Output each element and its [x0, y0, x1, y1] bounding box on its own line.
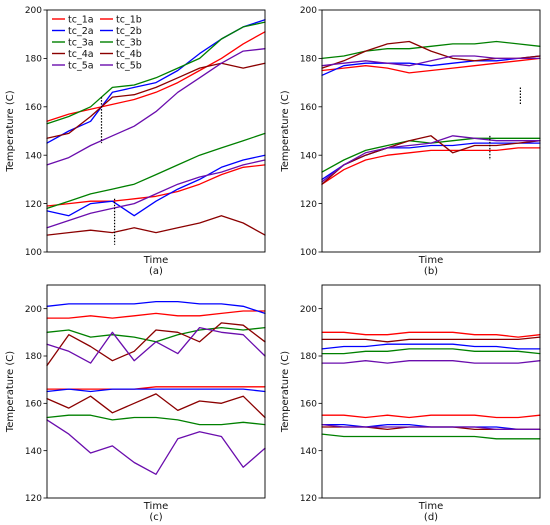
- x-axis-label: Time: [143, 255, 168, 266]
- x-axis-label: Time: [418, 501, 443, 512]
- y-tick-label: 120: [300, 494, 317, 504]
- series-line-tc_3b: [46, 414, 266, 426]
- panel-b: 100 120 140 160 180 200 Temperature (C) Time(b): [280, 6, 541, 277]
- plot-frame: [321, 9, 541, 253]
- y-tick-label: 200: [25, 6, 42, 16]
- y-tick-label: 140: [25, 447, 42, 457]
- y-tick-label: 100: [300, 248, 317, 258]
- y-tick-label: 120: [25, 200, 42, 210]
- y-tick-label: 200: [300, 305, 317, 315]
- panel-label: (b): [424, 266, 438, 277]
- y-tick-label: 180: [25, 352, 42, 362]
- series-line-tc_1a: [46, 31, 266, 122]
- y-tick-label: 160: [25, 400, 42, 410]
- series-line-tc_3a: [321, 348, 541, 355]
- series-line-tc_5b: [46, 159, 266, 229]
- plot-frame: [46, 284, 266, 499]
- series-line-tc_1a: [321, 331, 541, 338]
- series-line-tc_4a: [321, 336, 541, 343]
- series-line-tc_4b: [321, 135, 541, 185]
- y-tick-label: 100: [25, 248, 42, 258]
- legend-label-tc_1b: tc_1b: [116, 14, 142, 25]
- y-axis-label: Temperature (C): [5, 351, 16, 433]
- series-line-tc_4a: [46, 62, 266, 139]
- y-tick-label: 160: [300, 400, 317, 410]
- series-line-tc_5b: [46, 419, 266, 475]
- legend-label-tc_1a: tc_1a: [68, 14, 94, 25]
- panel-label: (d): [424, 512, 438, 523]
- series-line-tc_2b: [46, 388, 266, 393]
- panel-a: 100 120 140 160 180 200 Temperature (C) Time(a)…: [5, 6, 266, 277]
- series-line-tc_1b: [46, 164, 266, 207]
- series-line-tc_3a: [321, 40, 541, 60]
- y-axis-label: Temperature (C): [280, 351, 291, 433]
- series-line-tc_1a: [321, 57, 541, 74]
- series-line-tc_1a: [46, 310, 266, 319]
- panel-c: 120 140 160 180 200 Temperature (C) Time(c): [5, 284, 266, 523]
- series-line-tc_2a: [321, 343, 541, 350]
- series-line-tc_2a: [46, 300, 266, 315]
- legend-label-tc_4a: tc_4a: [68, 49, 94, 60]
- y-tick-label: 140: [300, 447, 317, 457]
- series-line-tc_1b: [321, 147, 541, 185]
- y-tick-label: 120: [25, 494, 42, 504]
- series-line-tc_5b: [321, 423, 541, 431]
- y-axis-label: Temperature (C): [280, 90, 291, 172]
- y-axis-label: Temperature (C): [5, 90, 16, 172]
- y-tick-label: 200: [25, 305, 42, 315]
- series-line-tc_2b: [46, 154, 266, 217]
- x-axis-label: Time: [143, 501, 168, 512]
- legend-label-tc_5b: tc_5b: [116, 60, 142, 71]
- series-line-tc_1b: [46, 386, 266, 390]
- series-line-tc_4b: [46, 215, 266, 236]
- legend-label-tc_3a: tc_3a: [68, 37, 94, 48]
- panel-label: (c): [149, 512, 162, 523]
- series-line-tc_5a: [321, 55, 541, 67]
- legend: tc_1a tc_1b tc_2a tc_2b tc_3a tc_3b tc_4a tc_4b…: [52, 14, 142, 71]
- series-line-tc_3b: [321, 433, 541, 440]
- y-tick-label: 160: [25, 103, 42, 113]
- series-line-tc_2a: [321, 55, 541, 76]
- series-line-tc_4b: [46, 393, 266, 419]
- y-tick-label: 140: [300, 151, 317, 161]
- x-axis-label: Time: [418, 255, 443, 266]
- series-line-tc_5a: [321, 360, 541, 364]
- plot-frame: [321, 284, 541, 499]
- y-tick-label: 180: [300, 55, 317, 65]
- series-line-tc_1b: [321, 414, 541, 419]
- series-line-tc_4a: [46, 322, 266, 367]
- legend-label-tc_5a: tc_5a: [68, 60, 94, 71]
- y-tick-label: 120: [300, 200, 317, 210]
- plot-frame: [46, 9, 266, 253]
- series-line-tc_3a: [46, 21, 266, 125]
- series-line-tc_5a: [46, 48, 266, 166]
- series-line-tc_5b: [321, 135, 541, 183]
- y-tick-label: 160: [300, 103, 317, 113]
- y-tick-label: 180: [25, 55, 42, 65]
- legend-label-tc_2a: tc_2a: [68, 26, 94, 37]
- y-tick-label: 180: [300, 352, 317, 362]
- series-line-tc_3b: [46, 132, 266, 210]
- legend-label-tc_3b: tc_3b: [116, 37, 142, 48]
- legend-label-tc_2b: tc_2b: [116, 26, 142, 37]
- legend-label-tc_4b: tc_4b: [116, 49, 142, 60]
- panel-d: 120 140 160 180 200 Temperature (C) Time(d): [280, 284, 541, 523]
- series-line-tc_5a: [46, 326, 266, 364]
- y-tick-label: 200: [300, 6, 317, 16]
- panel-label: (a): [149, 266, 163, 277]
- y-tick-label: 140: [25, 151, 42, 161]
